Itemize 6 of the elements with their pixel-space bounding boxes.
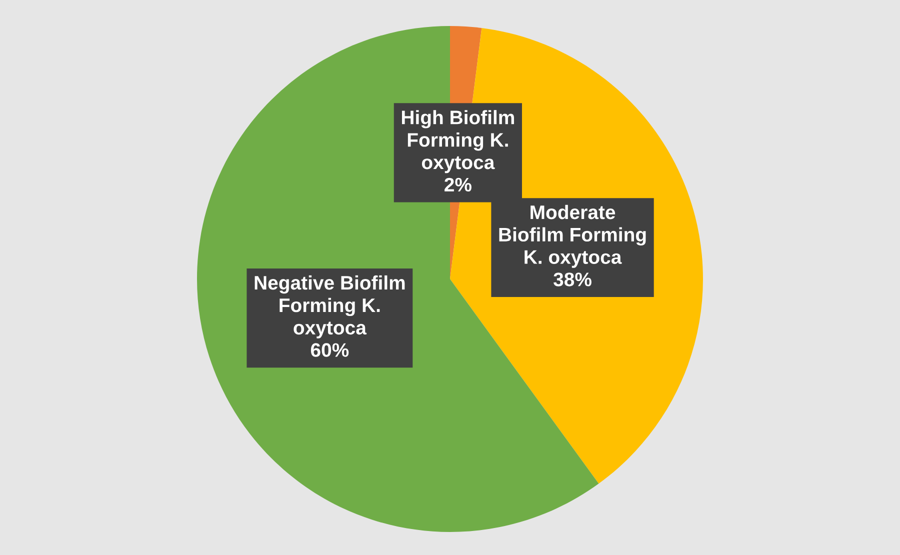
data-label: 60% [310, 343, 349, 357]
slice-label: High Biofilm Forming K. oxytoca [402, 110, 514, 174]
data-label: 38% [554, 272, 592, 286]
slice-label: Moderate Biofilm Forming K. oxytoca [499, 204, 646, 268]
data-label: 2% [444, 178, 472, 192]
slice-label: Negative Biofilm Forming K. oxytoca [254, 275, 405, 338]
